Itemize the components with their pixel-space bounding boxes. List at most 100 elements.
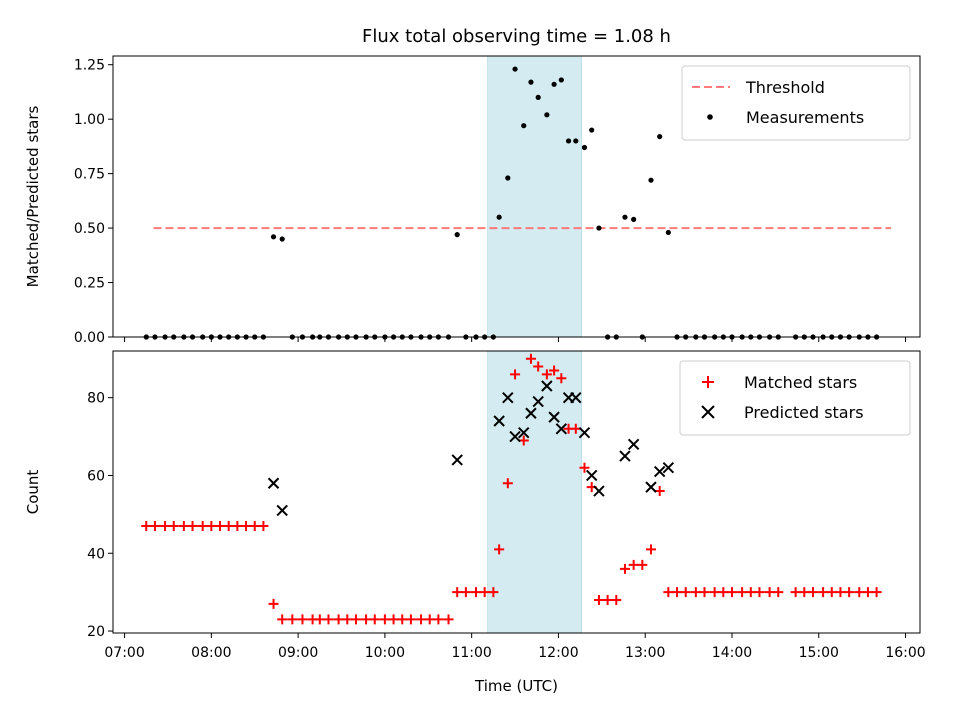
data-point: [654, 486, 665, 497]
data-point: [602, 594, 613, 605]
data-point: [533, 361, 544, 372]
data-point: [826, 587, 837, 598]
data-point: [657, 133, 663, 140]
data-point: [726, 587, 737, 598]
y-axis-label: Count: [24, 470, 42, 515]
data-point: [443, 614, 454, 625]
legend-swatch: [702, 376, 714, 388]
data-point: [548, 411, 560, 423]
data-point: [581, 144, 588, 151]
data-point: [502, 478, 513, 489]
data-point: [525, 353, 536, 364]
data-point: [565, 138, 572, 144]
data-point: [556, 373, 567, 384]
y-tick-label: 60: [87, 468, 105, 484]
data-point: [270, 234, 277, 240]
x-tick-label: 12:00: [538, 645, 578, 661]
data-point: [578, 426, 591, 439]
data-point: [197, 521, 208, 532]
legend: Matched stars Predicted stars: [679, 360, 911, 436]
data-point: [276, 504, 288, 517]
data-point: [424, 614, 435, 625]
data-point: [544, 112, 550, 118]
data-point: [268, 598, 279, 609]
data-point: [585, 469, 598, 482]
data-point: [215, 521, 226, 532]
data-point: [168, 521, 179, 532]
data-point: [333, 614, 344, 625]
data-point: [862, 587, 873, 598]
data-point: [645, 481, 657, 493]
x-tick-label: 10:00: [365, 645, 405, 661]
legend-label: Matched stars: [744, 373, 857, 392]
data-point: [528, 79, 534, 85]
data-point: [573, 138, 579, 144]
data-point: [555, 423, 568, 435]
data-point: [558, 77, 564, 83]
y-tick-label: 1.25: [74, 58, 105, 74]
data-point: [619, 450, 631, 462]
data-point: [799, 587, 810, 598]
data-point: [433, 614, 444, 625]
data-point: [737, 587, 748, 598]
data-point: [854, 587, 865, 598]
data-point: [672, 587, 683, 598]
legend-label: Measurements: [746, 108, 864, 127]
series-matched-stars: [141, 353, 882, 625]
data-point: [397, 614, 408, 625]
data-point: [323, 614, 334, 625]
y-tick-label: 20: [87, 624, 105, 640]
x-tick-label: 13:00: [625, 645, 665, 661]
y-tick-label: 40: [87, 546, 105, 562]
legend-box: [679, 360, 911, 436]
data-point: [454, 232, 460, 238]
y-tick-label: 80: [87, 391, 105, 407]
legend-swatch: [707, 114, 713, 120]
data-point: [369, 614, 380, 625]
data-point: [535, 94, 541, 100]
data-point: [206, 521, 217, 532]
data-point: [773, 587, 784, 598]
data-point: [532, 395, 544, 408]
data-point: [249, 521, 260, 532]
data-point: [451, 454, 463, 466]
data-point: [541, 380, 553, 392]
data-point: [350, 614, 361, 625]
data-point: [509, 430, 521, 443]
legend-swatch: [701, 405, 715, 419]
y-tick-label: 1.00: [74, 112, 105, 128]
x-tick-label: 08:00: [191, 645, 231, 661]
data-point: [570, 391, 582, 404]
x-tick-label: 09:00: [278, 645, 318, 661]
y-axis-label: Matched/Predicted stars: [24, 106, 42, 288]
data-point: [342, 614, 353, 625]
data-point: [488, 587, 499, 598]
data-point: [637, 559, 648, 570]
data-point: [622, 214, 628, 220]
data-point: [709, 587, 720, 598]
data-point: [549, 365, 560, 376]
data-point: [223, 521, 234, 532]
data-point: [361, 614, 372, 625]
data-point: [187, 521, 198, 532]
x-axis-label: Time (UTC): [474, 677, 558, 695]
data-point: [648, 177, 654, 183]
data-point: [807, 587, 818, 598]
data-point: [690, 587, 701, 598]
data-point: [512, 66, 518, 72]
data-point: [496, 214, 502, 220]
axes-frame: [112, 350, 921, 634]
data-point: [611, 594, 622, 605]
data-point: [505, 175, 511, 181]
series-predicted-stars: [267, 380, 675, 517]
data-point: [178, 521, 189, 532]
data-point: [277, 614, 288, 625]
axes-frame: [112, 55, 921, 338]
data-point: [241, 521, 252, 532]
data-point: [579, 462, 590, 473]
legend-label: Threshold: [745, 78, 825, 97]
data-point: [628, 559, 639, 570]
data-point: [416, 614, 427, 625]
y-tick-label: 0.25: [74, 276, 105, 292]
